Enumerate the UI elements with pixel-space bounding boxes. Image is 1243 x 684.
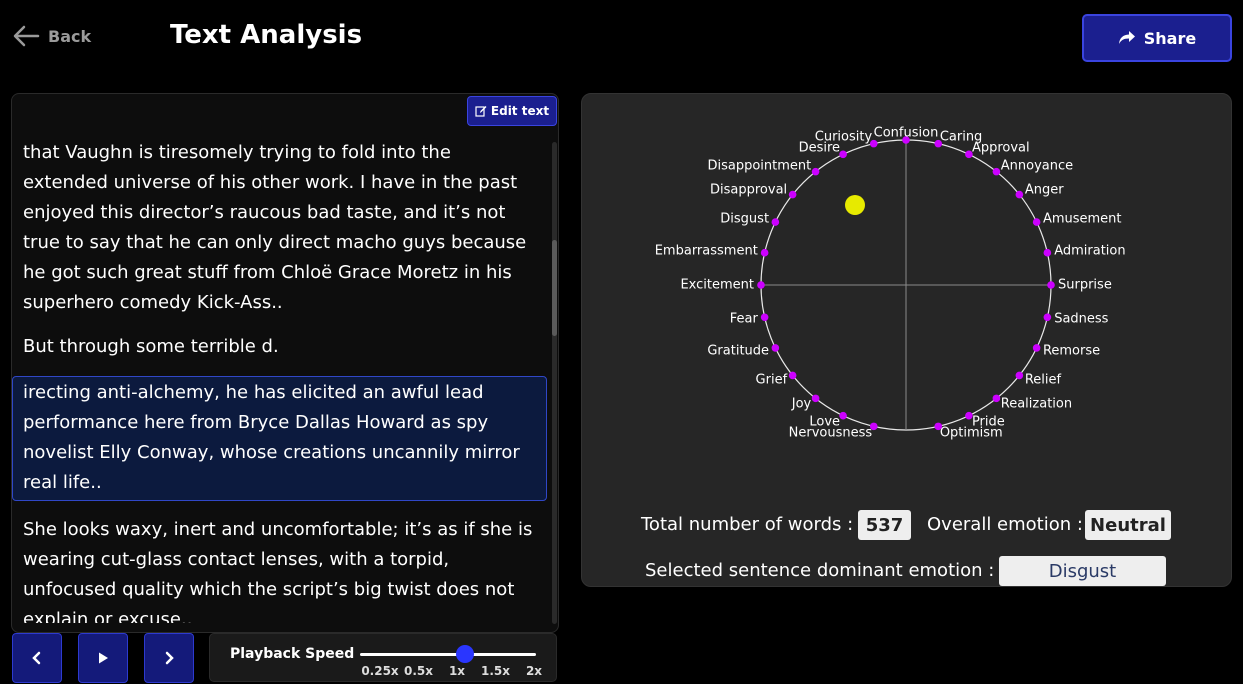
emotion-label: Confusion: [874, 126, 939, 141]
page-title: Text Analysis: [170, 20, 363, 50]
sentence-list[interactable]: that Vaughn is tiresomely trying to fold…: [12, 138, 547, 623]
emotion-label: Annoyance: [1001, 159, 1073, 174]
speed-tick-labels: 0.25x 0.5x 1x 1.5x 2x: [350, 664, 550, 684]
scrollbar-thumb[interactable]: [552, 240, 557, 336]
edit-text-button[interactable]: Edit text: [467, 96, 557, 126]
emotion-dot[interactable]: [1032, 218, 1041, 226]
previous-sentence-button[interactable]: [12, 633, 62, 683]
speed-tick-label[interactable]: 1x: [448, 664, 466, 678]
emotion-label: Fear: [730, 311, 759, 326]
chevron-left-icon: [32, 651, 41, 665]
analysis-panel: Confusion Caring Approval Annoyance Anger Amu…: [581, 93, 1232, 587]
sentence-item[interactable]: But through some terrible d.: [23, 336, 279, 357]
back-label: Back: [48, 26, 92, 46]
emotion-label: Disgust: [720, 212, 769, 227]
emotion-dot[interactable]: [771, 344, 780, 352]
sentence-item[interactable]: that Vaughn is tiresomely trying to fold…: [23, 142, 527, 313]
share-button[interactable]: Share: [1082, 14, 1232, 62]
emotion-dot[interactable]: [757, 281, 765, 289]
emotion-label: Embarrassment: [655, 244, 758, 259]
emotion-label: Amusement: [1043, 212, 1122, 227]
emotion-label: Sadness: [1054, 311, 1108, 326]
edit-text-label: Edit text: [490, 104, 550, 118]
emotion-dot[interactable]: [788, 371, 797, 380]
emotion-label: Admiration: [1054, 244, 1125, 259]
emotion-label: Joy: [791, 396, 812, 411]
emotion-dot[interactable]: [965, 150, 973, 159]
emotion-dot[interactable]: [1047, 281, 1055, 289]
emotion-dot[interactable]: [760, 248, 769, 257]
dominant-emotion-label: Selected sentence dominant emotion :: [645, 560, 995, 581]
emotion-dot[interactable]: [811, 167, 820, 176]
emotion-dot[interactable]: [839, 150, 847, 159]
playback-speed-control: Playback Speed 0.25x 0.5x 1x 1.5x 2x: [209, 633, 557, 682]
sentence-item[interactable]: She looks waxy, inert and uncomfortable;…: [23, 519, 533, 623]
overall-emotion-label: Overall emotion :: [927, 514, 1083, 535]
next-sentence-button[interactable]: [144, 633, 194, 683]
emotion-label: Optimism: [940, 426, 1003, 441]
emotion-label: Gratitude: [707, 343, 769, 358]
speed-slider-track[interactable]: [360, 645, 536, 663]
emotion-dot[interactable]: [965, 411, 973, 420]
dominant-emotion-value: Disgust: [999, 556, 1166, 586]
emotion-label: Nervousness: [789, 426, 873, 441]
emotion-label: Approval: [972, 141, 1030, 156]
speed-slider-thumb[interactable]: [456, 645, 474, 663]
emotion-dot[interactable]: [1032, 344, 1041, 352]
emotion-dot[interactable]: [934, 139, 943, 148]
emotion-label: Excitement: [680, 278, 754, 293]
emotion-dot[interactable]: [771, 218, 780, 226]
speed-tick-label[interactable]: 0.5x: [404, 664, 433, 678]
emotion-label: Pride: [972, 414, 1005, 429]
speed-tick-label[interactable]: 1.5x: [481, 664, 510, 678]
emotion-position-marker: [845, 195, 865, 215]
emotion-dot[interactable]: [839, 411, 847, 420]
emotion-dot[interactable]: [811, 394, 820, 403]
back-button[interactable]: Back: [12, 24, 91, 48]
speed-tick-label[interactable]: 0.25x: [361, 664, 399, 678]
emotion-label: Grief: [756, 372, 788, 387]
emotion-dot[interactable]: [1043, 248, 1052, 257]
emotion-label: Curiosity: [815, 129, 873, 144]
emotion-label: Remorse: [1043, 343, 1100, 358]
emotion-dot[interactable]: [1015, 190, 1024, 199]
emotion-label: Relief: [1025, 372, 1062, 387]
emotion-label: Surprise: [1058, 278, 1112, 293]
emotion-dot[interactable]: [788, 190, 797, 199]
edit-icon: [475, 106, 487, 117]
emotion-label: Disapproval: [710, 183, 787, 198]
play-button[interactable]: [78, 633, 128, 683]
emotion-dot[interactable]: [869, 139, 878, 148]
text-panel: Edit text that Vaughn is tiresomely tryi…: [11, 93, 559, 633]
emotion-dot[interactable]: [1043, 313, 1052, 322]
sentence-item-selected[interactable]: irecting anti-alchemy, he has elicited a…: [12, 376, 547, 501]
total-words-label: Total number of words :: [641, 514, 854, 535]
overall-emotion-value: Neutral: [1085, 510, 1171, 540]
arrow-left-icon: [13, 25, 40, 47]
emotion-label: Desire: [799, 141, 840, 156]
emotion-label: Disappointment: [707, 159, 811, 174]
emotion-dot[interactable]: [760, 313, 769, 322]
emotion-dot[interactable]: [992, 167, 1001, 176]
share-label: Share: [1143, 28, 1197, 48]
speed-tick-label[interactable]: 2x: [525, 664, 543, 678]
chevron-right-icon: [165, 651, 174, 665]
text-scrollbar[interactable]: [552, 142, 557, 624]
emotion-dot[interactable]: [934, 422, 943, 431]
emotion-label: Love: [809, 414, 840, 429]
emotion-label: Caring: [940, 129, 983, 144]
playback-speed-label: Playback Speed: [230, 646, 355, 662]
share-icon: [1118, 31, 1135, 44]
emotion-dot[interactable]: [1015, 371, 1024, 380]
emotion-dot[interactable]: [992, 394, 1001, 403]
total-words-value: 537: [858, 510, 911, 540]
emotion-dot[interactable]: [902, 136, 910, 144]
emotion-dot[interactable]: [869, 422, 878, 431]
play-icon: [99, 652, 108, 664]
emotion-label: Realization: [1001, 396, 1072, 411]
emotion-label: Anger: [1025, 183, 1064, 198]
